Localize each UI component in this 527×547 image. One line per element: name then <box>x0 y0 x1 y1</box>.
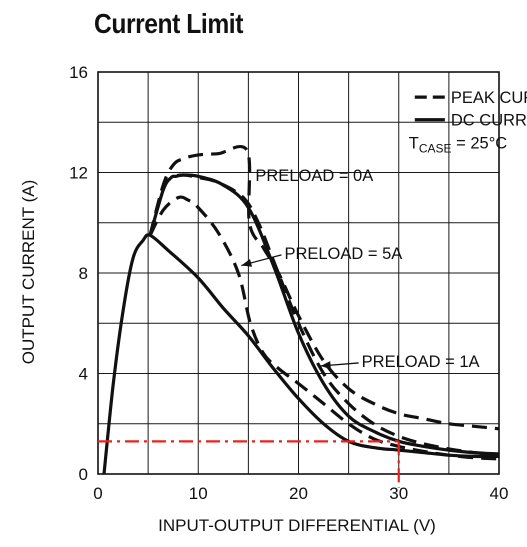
y-tick-label: 4 <box>79 365 88 384</box>
peak-current-limit-line <box>148 195 500 461</box>
annotations: PRELOAD = 0A PRELOAD = 5A PRELOAD = 1A <box>241 167 480 371</box>
annotation-label: PRELOAD = 1A <box>362 353 480 371</box>
legend-condition: TCASE = 25°C <box>409 134 508 155</box>
x-tick-label: 40 <box>490 484 509 503</box>
tick-labels: 0 10 20 30 40 0 4 8 12 16 <box>69 63 508 503</box>
condition-symbol: T <box>409 134 419 152</box>
annotation-arrowhead <box>241 259 253 267</box>
peak-current-limit-line <box>148 144 500 431</box>
x-tick-label: 20 <box>289 484 308 503</box>
x-tick-label: 0 <box>93 484 102 503</box>
legend-label: DC CURRENT LIMIT <box>451 112 527 130</box>
y-tick-label: 16 <box>69 63 88 82</box>
series-lines <box>102 144 500 475</box>
plot-frame <box>97 71 500 475</box>
reference-lines <box>98 440 400 488</box>
y-tick-label: 0 <box>79 465 88 484</box>
chart-title: Current Limit <box>94 8 243 39</box>
condition-subscript: CASE <box>419 141 452 155</box>
y-axis-label: OUTPUT CURRENT (A) <box>19 180 38 365</box>
x-axis-label: INPUT-OUTPUT DIFFERENTIAL (V) <box>158 516 436 535</box>
legend: PEAK CURRENT LIMIT DC CURRENT LIMIT TCASE … <box>409 89 527 155</box>
legend-label: PEAK CURRENT LIMIT <box>451 89 527 107</box>
x-tick-label: 30 <box>389 484 408 503</box>
y-tick-label: 12 <box>69 164 88 183</box>
grid <box>97 71 500 475</box>
condition-value: = 25°C <box>452 134 508 152</box>
x-tick-label: 10 <box>189 484 208 503</box>
annotation-label: PRELOAD = 0A <box>255 167 373 185</box>
dc-current-limit-line <box>148 173 500 456</box>
y-tick-label: 8 <box>79 264 88 283</box>
annotation-label: PRELOAD = 5A <box>284 245 402 263</box>
annotation-arrowhead <box>320 361 331 370</box>
peak-current-limit-line <box>148 173 500 457</box>
